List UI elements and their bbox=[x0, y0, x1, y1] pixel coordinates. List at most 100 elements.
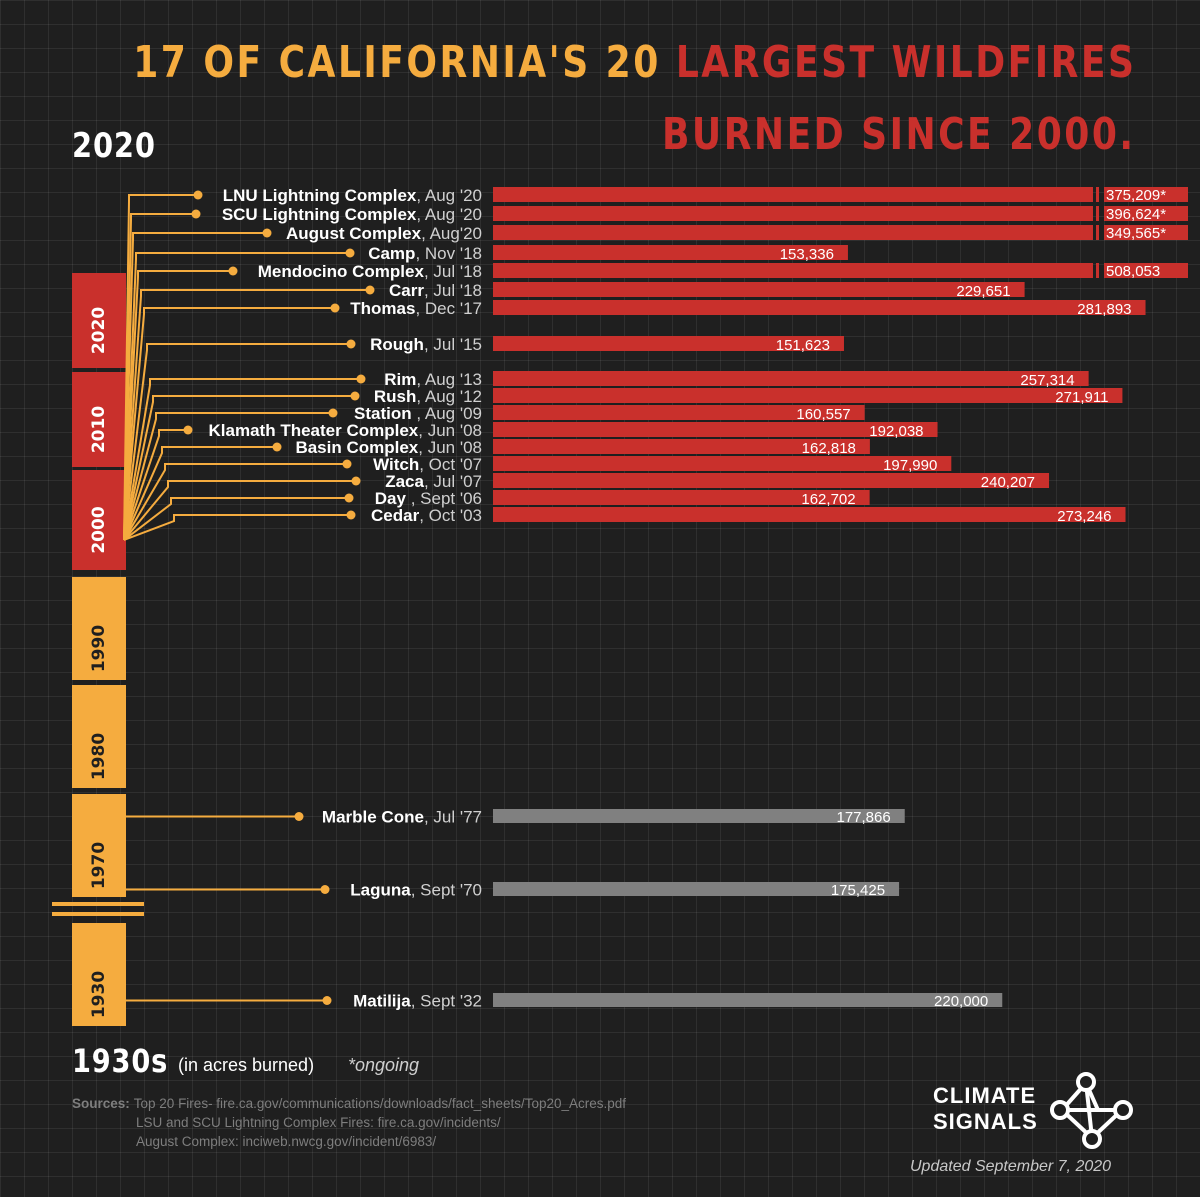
connector-line bbox=[123, 289, 370, 541]
fire-label: Basin Complex, Jun '08 bbox=[295, 438, 482, 457]
bar-value-label: 396,624* bbox=[1106, 206, 1166, 223]
bar bbox=[493, 245, 848, 260]
bar bbox=[493, 439, 870, 454]
bar bbox=[493, 187, 1093, 202]
source-line: August Complex: inciweb.nwcg.gov/inciden… bbox=[136, 1134, 437, 1149]
fire-label: Day , Sept '06 bbox=[375, 489, 482, 508]
brand-line: SIGNALS bbox=[933, 1109, 1038, 1134]
bar bbox=[493, 473, 1050, 488]
timeline-decade-label: 1970 bbox=[89, 842, 109, 889]
connector-line bbox=[123, 463, 347, 541]
bar bbox=[493, 300, 1146, 315]
connector-dot bbox=[350, 391, 360, 401]
bar bbox=[493, 336, 844, 351]
bar-continuation bbox=[1104, 187, 1188, 202]
fire-name: August Complex bbox=[286, 224, 422, 243]
fire-name: Basin Complex bbox=[295, 438, 418, 457]
connector-dot bbox=[193, 190, 203, 200]
timeline-decade-label: 2010 bbox=[89, 406, 109, 453]
connector-dot bbox=[345, 248, 355, 258]
sources-label: Sources: bbox=[72, 1096, 130, 1111]
brand-line: CLIMATE bbox=[933, 1083, 1037, 1108]
updated-date: Updated September 7, 2020 bbox=[910, 1158, 1112, 1175]
connector-line bbox=[123, 412, 333, 541]
bar bbox=[493, 225, 1093, 240]
fire-label: Cedar, Oct '03 bbox=[371, 506, 482, 525]
bar-value-label: 240,207 bbox=[981, 474, 1035, 491]
fire-name: SCU Lightning Complex bbox=[222, 205, 417, 224]
fire-date: , Aug '09 bbox=[416, 404, 482, 423]
connector-line bbox=[123, 429, 188, 541]
fire-label: LNU Lightning Complex, Aug '20 bbox=[223, 186, 482, 205]
timeline-break-mark bbox=[52, 912, 144, 916]
fire-date: , Oct '07 bbox=[419, 455, 482, 474]
bar bbox=[493, 507, 1126, 522]
bar bbox=[493, 206, 1093, 221]
bar bbox=[493, 405, 865, 420]
connector-dot bbox=[356, 374, 366, 384]
fire-name: Cedar bbox=[371, 506, 420, 525]
bar-value-label: 220,000 bbox=[934, 993, 988, 1010]
connector-line bbox=[123, 270, 233, 541]
bar-value-label: 281,893 bbox=[1077, 301, 1131, 318]
fire-name: Rough bbox=[370, 335, 424, 354]
fire-date: , Jun '08 bbox=[418, 438, 482, 457]
fire-date: , Aug'20 bbox=[421, 224, 482, 243]
fire-name: Station bbox=[354, 404, 416, 423]
connector-dot bbox=[191, 209, 201, 219]
fire-name: Matilija bbox=[353, 992, 411, 1011]
timeline-decade-block bbox=[72, 273, 126, 368]
units-label: (in acres burned) bbox=[178, 1055, 315, 1075]
connector-dot bbox=[294, 812, 304, 821]
timeline-decade-label: 1980 bbox=[89, 733, 109, 780]
fire-date: , Sept '70 bbox=[411, 881, 482, 900]
title-main: LARGEST WILDFIRES bbox=[675, 37, 1136, 88]
bar bbox=[493, 263, 1093, 278]
bar-value-label: 175,425 bbox=[831, 882, 885, 899]
connector-dot bbox=[351, 476, 361, 486]
bar-value-label: 375,209* bbox=[1106, 187, 1166, 204]
connector-dot bbox=[365, 285, 375, 295]
connector-dot bbox=[322, 996, 332, 1005]
fire-date: , Nov '18 bbox=[415, 244, 482, 263]
connector-line bbox=[123, 252, 350, 541]
ongoing-note: *ongoing bbox=[348, 1055, 420, 1075]
connector-dot bbox=[228, 266, 238, 276]
bar-break-stub bbox=[1096, 206, 1099, 221]
fire-name: Rim bbox=[384, 370, 416, 389]
fire-name: Klamath Theater Complex bbox=[209, 421, 419, 440]
connector-dot bbox=[330, 303, 340, 313]
connector-line bbox=[123, 395, 355, 541]
bar-value-label: 192,038 bbox=[869, 423, 923, 440]
bar bbox=[493, 809, 905, 823]
fire-name: Mendocino Complex bbox=[258, 262, 425, 281]
timeline-decade-block bbox=[72, 794, 126, 897]
bar-value-label: 151,623 bbox=[776, 337, 830, 354]
bar-value-label: 177,866 bbox=[836, 809, 890, 826]
fire-label: Laguna, Sept '70 bbox=[350, 881, 482, 900]
bar-value-label: 349,565* bbox=[1106, 225, 1166, 242]
fire-label: SCU Lightning Complex, Aug '20 bbox=[222, 205, 482, 224]
bar-break-stub bbox=[1096, 187, 1099, 202]
bar-value-label: 160,557 bbox=[796, 406, 850, 423]
fire-name: Witch bbox=[373, 455, 419, 474]
connector-line bbox=[123, 232, 267, 541]
timeline-decade-block bbox=[72, 923, 126, 1026]
bar-value-label: 153,336 bbox=[780, 246, 834, 263]
bar-continuation bbox=[1104, 206, 1188, 221]
fire-date: , Dec '17 bbox=[415, 299, 482, 318]
fire-date: , Jul '07 bbox=[424, 472, 482, 491]
fire-name: Day bbox=[375, 489, 411, 508]
connector-line bbox=[123, 343, 351, 541]
fire-label: Marble Cone, Jul '77 bbox=[322, 808, 482, 827]
fire-name: Carr bbox=[389, 281, 424, 300]
fire-date: , Aug '20 bbox=[416, 205, 482, 224]
connector-dot bbox=[272, 442, 282, 452]
bar-continuation bbox=[1104, 225, 1188, 240]
connector-line bbox=[123, 446, 277, 541]
connector-dot bbox=[346, 510, 356, 520]
fire-date: , Jul '18 bbox=[424, 262, 482, 281]
timeline-decade-block bbox=[72, 372, 126, 467]
bar-value-label: 508,053 bbox=[1106, 263, 1160, 280]
bar bbox=[493, 422, 938, 437]
